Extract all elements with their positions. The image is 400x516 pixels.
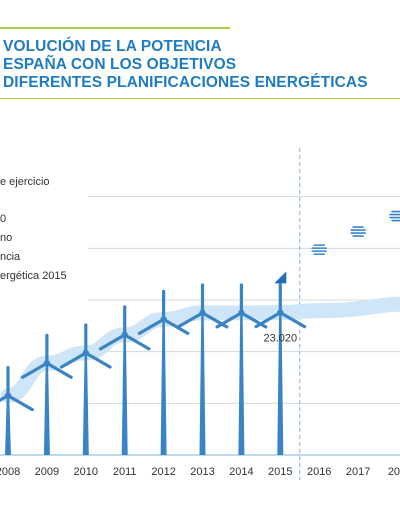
legend-item-4: ncia [0, 251, 21, 263]
x-tick-label-2010: 2010 [74, 466, 98, 478]
top-accent-rule [0, 27, 230, 29]
chart-title-line-2: ESPAÑA CON LOS OBJETIVOS [3, 56, 237, 73]
data-label-2015: 23.020 [263, 333, 297, 345]
legend-item-2: 0 [0, 213, 7, 225]
x-tick-label-2013: 2013 [190, 466, 214, 478]
x-tick-label-2008: 2008 [0, 466, 20, 478]
chart-title: VOLUCIÓN DE LA POTENCIA ESPAÑA CON LOS O… [3, 38, 400, 92]
turbine-mark-2009 [21, 333, 73, 455]
planned-target-marker-2017 [350, 226, 366, 237]
turbine-mark-2010 [59, 323, 112, 455]
legend-item-3: no [0, 232, 13, 244]
x-tick-label-2018: 201 [388, 466, 400, 478]
x-tick-label-2015: 2015 [268, 466, 292, 478]
legend: e ejercicio 0 no ncia ergética 2015 [0, 0, 110, 290]
x-tick-label-2017: 2017 [346, 466, 370, 478]
x-tick-label-2014: 2014 [229, 466, 253, 478]
series-trend-band [0, 296, 400, 404]
legend-item-exercise: e ejercicio [0, 176, 50, 188]
turbine-mark-2015 [254, 283, 307, 455]
x-tick-label-2012: 2012 [151, 466, 175, 478]
planned-target-marker-2018 [389, 210, 400, 222]
turbine-mark-2012 [137, 289, 190, 455]
title-underline-rule [0, 98, 400, 99]
planned-target-marker-2016 [311, 244, 328, 255]
legend-item-energy-plan-2015: ergética 2015 [0, 270, 67, 282]
x-tick-label-2011: 2011 [113, 466, 137, 478]
chart-title-line-3: DIFERENTES PLANIFICACIONES ENERGÉTICAS [3, 74, 368, 91]
arrow-triangle-marker [274, 271, 287, 284]
chart-title-line-1: VOLUCIÓN DE LA POTENCIA [3, 38, 222, 55]
turbine-mark-2011 [98, 305, 151, 455]
x-tick-label-2016: 2016 [307, 466, 331, 478]
turbine-mark-2008 [0, 365, 34, 455]
x-tick-label-2009: 2009 [35, 466, 59, 478]
